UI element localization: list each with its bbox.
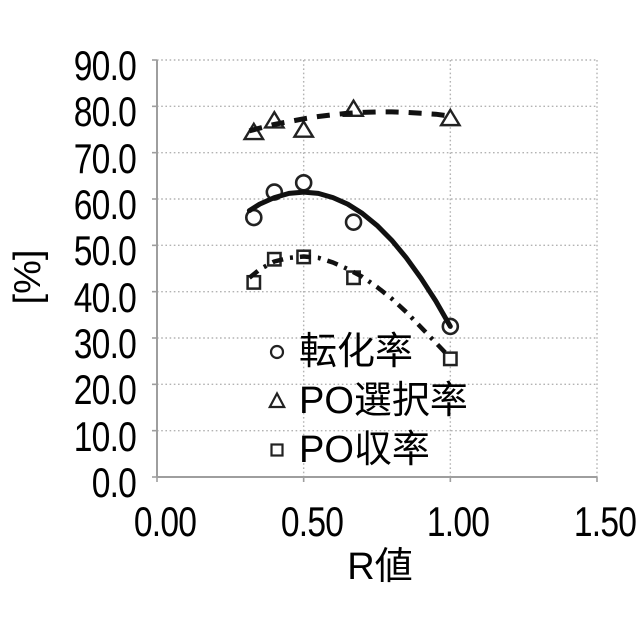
legend-item-po-selectivity: PO選択率 <box>264 376 468 425</box>
trend-line-conversion <box>246 189 453 329</box>
y-tick-label: 80.0 <box>73 88 137 136</box>
triangle-marker <box>439 107 462 127</box>
y-tick-label: 30.0 <box>73 320 137 367</box>
y-tick-label: 90.0 <box>73 42 137 89</box>
triangle-marker-icon <box>267 390 287 408</box>
y-axis-title: [%] <box>7 249 49 305</box>
y-tick-label: 0.0 <box>91 459 137 506</box>
legend-label: PO選択率 <box>299 379 468 422</box>
x-tick-label: 1.50 <box>573 498 637 545</box>
square-marker-icon <box>270 442 284 457</box>
x-tick-label: 0.50 <box>280 498 344 545</box>
legend-item-po-yield: PO収率 <box>264 425 468 474</box>
circle-marker <box>294 173 313 192</box>
triangle-marker <box>292 119 315 138</box>
square-marker <box>246 274 262 290</box>
x-tick-label: 0.00 <box>133 498 197 545</box>
y-tick-label: 50.0 <box>73 227 137 275</box>
legend-label: 転化率 <box>299 330 414 373</box>
square-marker <box>442 351 458 367</box>
trend-line-po-yield <box>247 254 451 359</box>
y-tick-label: 10.0 <box>73 412 137 460</box>
y-tick-label: 40.0 <box>73 273 137 321</box>
trend-line-po-selectivity <box>248 109 451 134</box>
circle-marker <box>344 213 363 231</box>
circle-marker-icon <box>269 344 285 359</box>
x-tick-label: 1.00 <box>427 498 490 545</box>
legend-label: PO収率 <box>299 428 430 471</box>
legend: 転化率 PO選択率 PO収率 <box>264 327 468 474</box>
x-axis-title: R値 <box>347 546 413 588</box>
legend-item-conversion: 転化率 <box>264 327 468 376</box>
y-tick-label: 20.0 <box>73 366 137 414</box>
y-tick-label: 60.0 <box>73 181 137 228</box>
y-tick-label: 70.0 <box>73 134 137 182</box>
